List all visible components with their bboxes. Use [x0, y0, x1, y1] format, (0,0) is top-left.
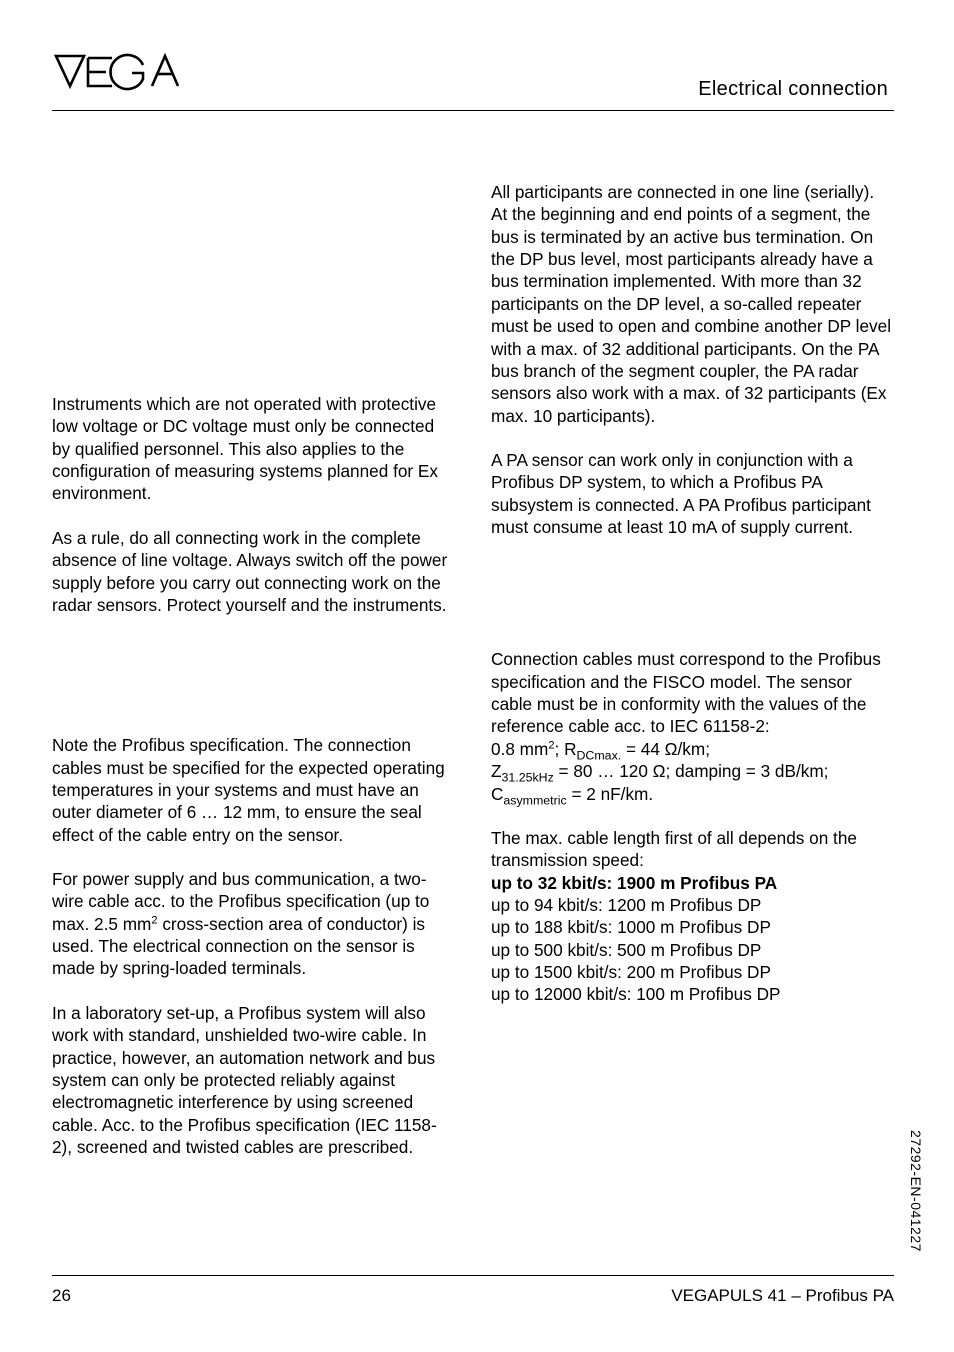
header-title: Electrical connection	[698, 78, 888, 101]
spec-c2: = 2 nF/km.	[567, 784, 653, 804]
spec-a1: 0.8 mm	[491, 739, 548, 759]
spec-a2: ; R	[555, 739, 577, 759]
left-para-1: Instruments which are not operated with …	[52, 393, 455, 505]
spec-b2: = 80 … 120 Ω; damping = 3 dB/km;	[554, 761, 829, 781]
left-para-2: As a rule, do all connecting work in the…	[52, 527, 455, 616]
spec-line-c: Casymmetric = 2 nF/km.	[491, 783, 894, 805]
right-para-2: A PA sensor can work only in conjunction…	[491, 449, 894, 538]
body-columns: Instruments which are not operated with …	[52, 181, 894, 1180]
spec-c1-sub: asymmetric	[503, 793, 566, 807]
vega-logo	[52, 50, 202, 102]
footer-doc-title: VEGAPULS 41 – Profibus PA	[671, 1286, 894, 1306]
page-number: 26	[52, 1286, 71, 1306]
page: Electrical connection Instruments which …	[0, 0, 954, 1352]
cable-spec-block: 0.8 mm2; RDCmax. = 44 Ω/km; Z31.25kHz = …	[491, 738, 894, 805]
left-para-4: For power supply and bus communication, …	[52, 868, 455, 980]
left-para-3: Note the Profibus specification. The con…	[52, 734, 455, 846]
spec-a3: = 44 Ω/km;	[621, 739, 710, 759]
page-footer: 26 VEGAPULS 41 – Profibus PA	[52, 1275, 894, 1306]
speed-row-2: up to 188 kbit/s: 1000 m Profibus DP	[491, 916, 894, 938]
footer-rule	[52, 1275, 894, 1276]
speed-row-5: up to 12000 kbit/s: 100 m Profibus DP	[491, 983, 894, 1005]
speed-row-0: up to 32 kbit/s: 1900 m Profibus PA	[491, 872, 894, 894]
side-document-code: 27292-EN-041227	[908, 1130, 924, 1252]
spec-b1: Z	[491, 761, 502, 781]
footer-row: 26 VEGAPULS 41 – Profibus PA	[52, 1286, 894, 1306]
left-column: Instruments which are not operated with …	[52, 181, 455, 1180]
header-rule	[52, 110, 894, 111]
right-column: All participants are connected in one li…	[491, 181, 894, 1180]
speed-row-1: up to 94 kbit/s: 1200 m Profibus DP	[491, 894, 894, 916]
spec-line-b: Z31.25kHz = 80 … 120 Ω; damping = 3 dB/k…	[491, 760, 894, 782]
right-para-3a: Connection cables must correspond to the…	[491, 648, 894, 737]
spec-line-a: 0.8 mm2; RDCmax. = 44 Ω/km;	[491, 738, 894, 760]
left-para-5: In a laboratory set-up, a Profibus syste…	[52, 1002, 455, 1159]
page-header: Electrical connection	[52, 50, 894, 102]
right-para-4: The max. cable length first of all depen…	[491, 827, 894, 872]
speed-row-4: up to 1500 kbit/s: 200 m Profibus DP	[491, 961, 894, 983]
speed-list: up to 32 kbit/s: 1900 m Profibus PA up t…	[491, 872, 894, 1006]
spec-c1: C	[491, 784, 503, 804]
speed-row-3: up to 500 kbit/s: 500 m Profibus DP	[491, 939, 894, 961]
right-para-1: All participants are connected in one li…	[491, 181, 894, 427]
